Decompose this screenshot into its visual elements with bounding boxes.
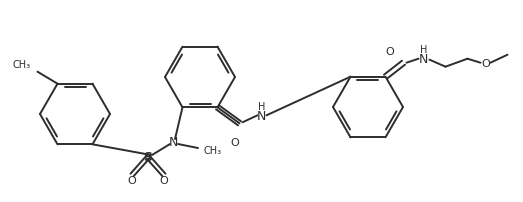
Text: O: O [385,46,394,56]
Text: S: S [143,151,153,164]
Text: H: H [420,44,427,54]
Text: N: N [419,53,428,66]
Text: CH₃: CH₃ [13,59,30,69]
Text: N: N [257,109,266,122]
Text: O: O [128,175,137,185]
Text: O: O [160,175,168,185]
Text: O: O [230,138,239,148]
Text: N: N [168,136,178,149]
Text: CH₃: CH₃ [204,145,222,155]
Text: H: H [258,102,265,112]
Text: O: O [481,58,490,68]
